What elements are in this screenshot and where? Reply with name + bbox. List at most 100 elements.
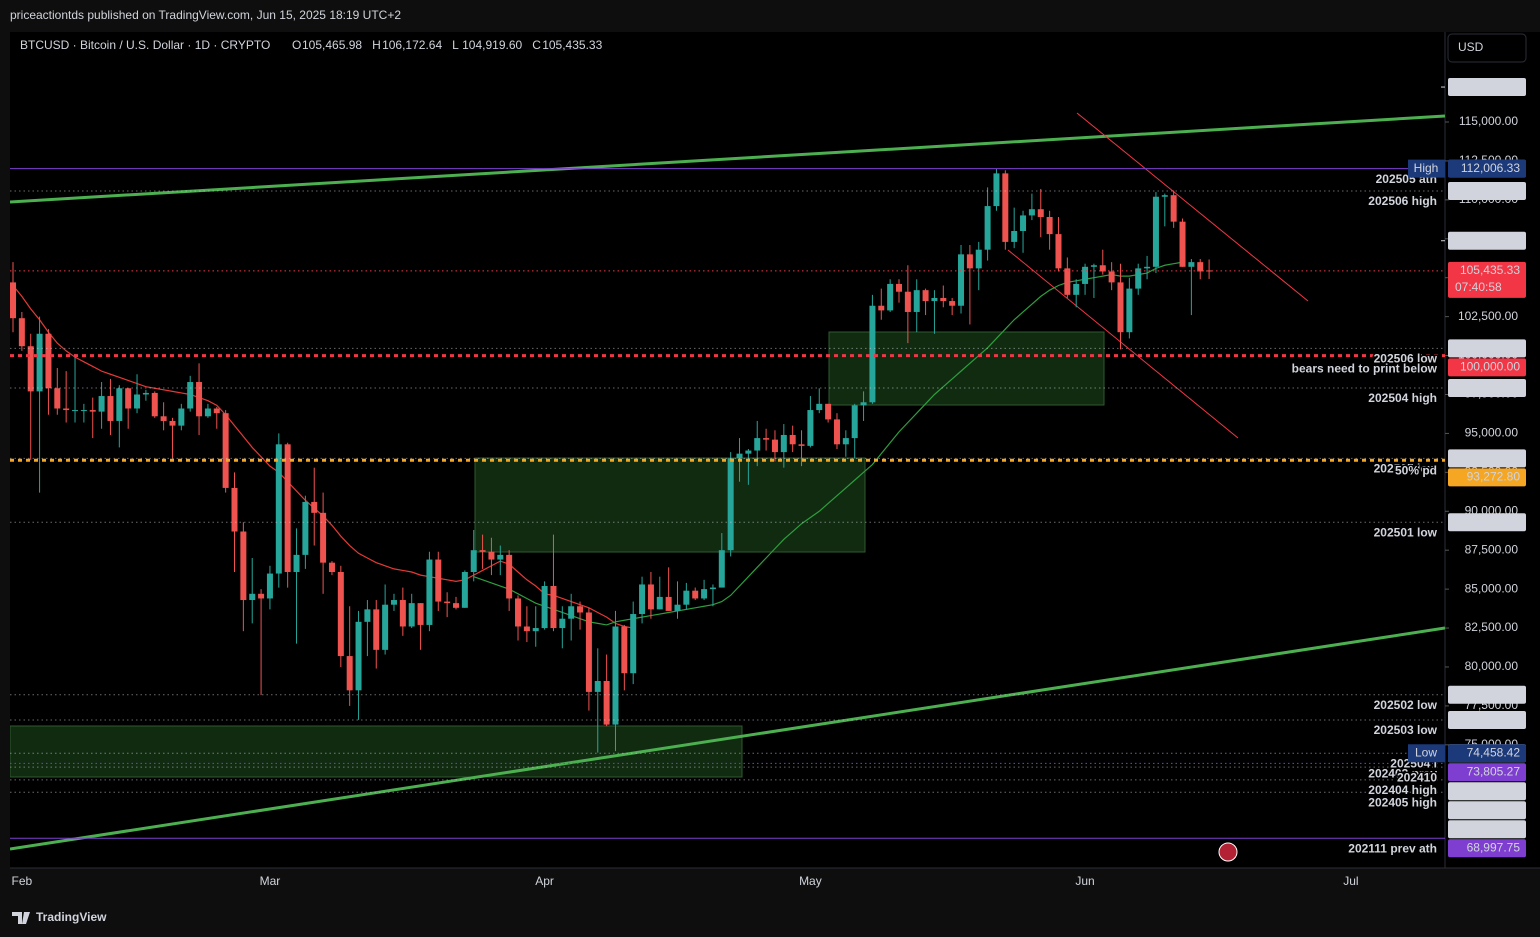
candle-body <box>541 586 548 629</box>
price-label: 100,000.00 <box>1460 360 1520 374</box>
candle-body <box>337 571 344 657</box>
channel-line <box>10 114 1445 204</box>
candle-body <box>931 297 938 302</box>
candle-body <box>568 606 575 619</box>
symbol: BTCUSD · Bitcoin / U.S. Dollar · 1D · CR… <box>20 38 270 52</box>
price-label-box <box>1448 231 1526 250</box>
price-label-box <box>1448 261 1526 298</box>
price-label: 68,997.75 <box>1467 840 1521 854</box>
candle-body <box>373 609 380 650</box>
price-label-box <box>1448 379 1526 398</box>
candle-body <box>18 318 25 347</box>
candle-body <box>1002 173 1009 242</box>
price-label-box <box>1448 744 1526 763</box>
candle-body <box>515 598 522 627</box>
zone-box <box>10 725 743 778</box>
candle-body <box>1135 268 1142 289</box>
candle-body <box>249 593 256 601</box>
candle-body <box>1064 268 1071 295</box>
currency[interactable]: USD <box>1458 40 1484 54</box>
price-label-box <box>1448 782 1526 801</box>
brand: TradingView <box>36 910 107 924</box>
legend-value: 105,465.98 <box>302 38 362 52</box>
candle-body <box>798 444 805 446</box>
price-label: 78,219.90 <box>1467 687 1521 701</box>
price-label-box <box>1448 839 1526 858</box>
candle-body <box>993 173 1000 207</box>
candle-body <box>204 408 211 417</box>
candle-body <box>1028 209 1035 216</box>
candle-body <box>577 606 584 613</box>
candle-body <box>1073 283 1080 295</box>
candle-body <box>125 388 132 409</box>
y-tick-label: 80,000.00 <box>1465 659 1519 673</box>
candle-body <box>479 550 486 552</box>
candle-body <box>1011 230 1018 242</box>
candle-body <box>355 621 362 691</box>
candle-body <box>674 604 681 611</box>
candle-body <box>949 301 956 306</box>
candle-body <box>1206 270 1213 272</box>
candle-body <box>639 584 646 615</box>
candle-body <box>523 626 530 632</box>
price-label-box <box>1448 159 1526 178</box>
candle-body <box>984 206 991 250</box>
candle-body <box>745 450 752 454</box>
candle-body <box>585 612 592 692</box>
candle-body <box>922 290 929 302</box>
price-label: 89,294.09 <box>1467 514 1521 528</box>
level-annotation: 202410 <box>1397 770 1437 784</box>
candle-body <box>328 562 335 572</box>
price-label: 73,805.27 <box>1467 764 1521 778</box>
candle-body <box>1082 266 1089 284</box>
event-icon[interactable] <box>1218 842 1238 862</box>
series-layer: 75,000.0077,500.0080,000.0082,500.0085,0… <box>10 78 1526 888</box>
candle-body <box>665 596 672 611</box>
candle-body <box>116 388 123 421</box>
candle-body <box>1126 288 1133 333</box>
level-annotation: 202504 high <box>1368 391 1437 405</box>
candle-body <box>550 586 557 629</box>
price-label-box <box>1448 339 1526 358</box>
candle-body <box>453 603 459 608</box>
candle-body <box>878 305 885 311</box>
countdown: 07:40:58 <box>1455 280 1502 294</box>
candle-body <box>98 396 105 412</box>
price-label-box <box>1448 513 1526 532</box>
legend-key: C <box>532 38 541 52</box>
candle-body <box>399 600 406 627</box>
candle-body <box>27 346 34 392</box>
price-label: 105,435.33 <box>1460 263 1520 277</box>
price-label: 117,244.77 <box>1461 79 1520 93</box>
price-label-box <box>1448 358 1526 377</box>
candle-body <box>683 590 690 605</box>
price-label: 72,753.16 <box>1467 802 1521 816</box>
price-label-box <box>1448 820 1526 839</box>
candle-body <box>346 656 353 691</box>
candle-body <box>382 604 389 650</box>
candle-body <box>1099 265 1106 272</box>
candle-body <box>621 626 628 674</box>
y-tick-label: 95,000.00 <box>1465 426 1519 440</box>
legend-key: L <box>452 38 459 52</box>
currency-button[interactable] <box>1447 33 1527 63</box>
x-tick-label: Jul <box>1343 874 1358 888</box>
candle-body <box>701 589 708 599</box>
candle-body <box>958 254 965 306</box>
candle-body <box>293 554 300 572</box>
channel-line <box>10 626 1445 851</box>
candle-body <box>231 487 238 532</box>
candle-body <box>851 405 858 439</box>
candle-body <box>151 392 158 417</box>
price-label: 97,915.45 <box>1467 380 1521 394</box>
candle-body <box>594 680 601 692</box>
candle-body <box>89 410 96 412</box>
candle-body <box>390 600 397 605</box>
candle-body <box>506 554 513 599</box>
price-label: 112,006.33 <box>1461 161 1520 175</box>
candle-body <box>718 550 725 588</box>
candle-body <box>763 438 770 440</box>
tag-box <box>1408 159 1445 178</box>
legend-key: O <box>292 38 301 52</box>
